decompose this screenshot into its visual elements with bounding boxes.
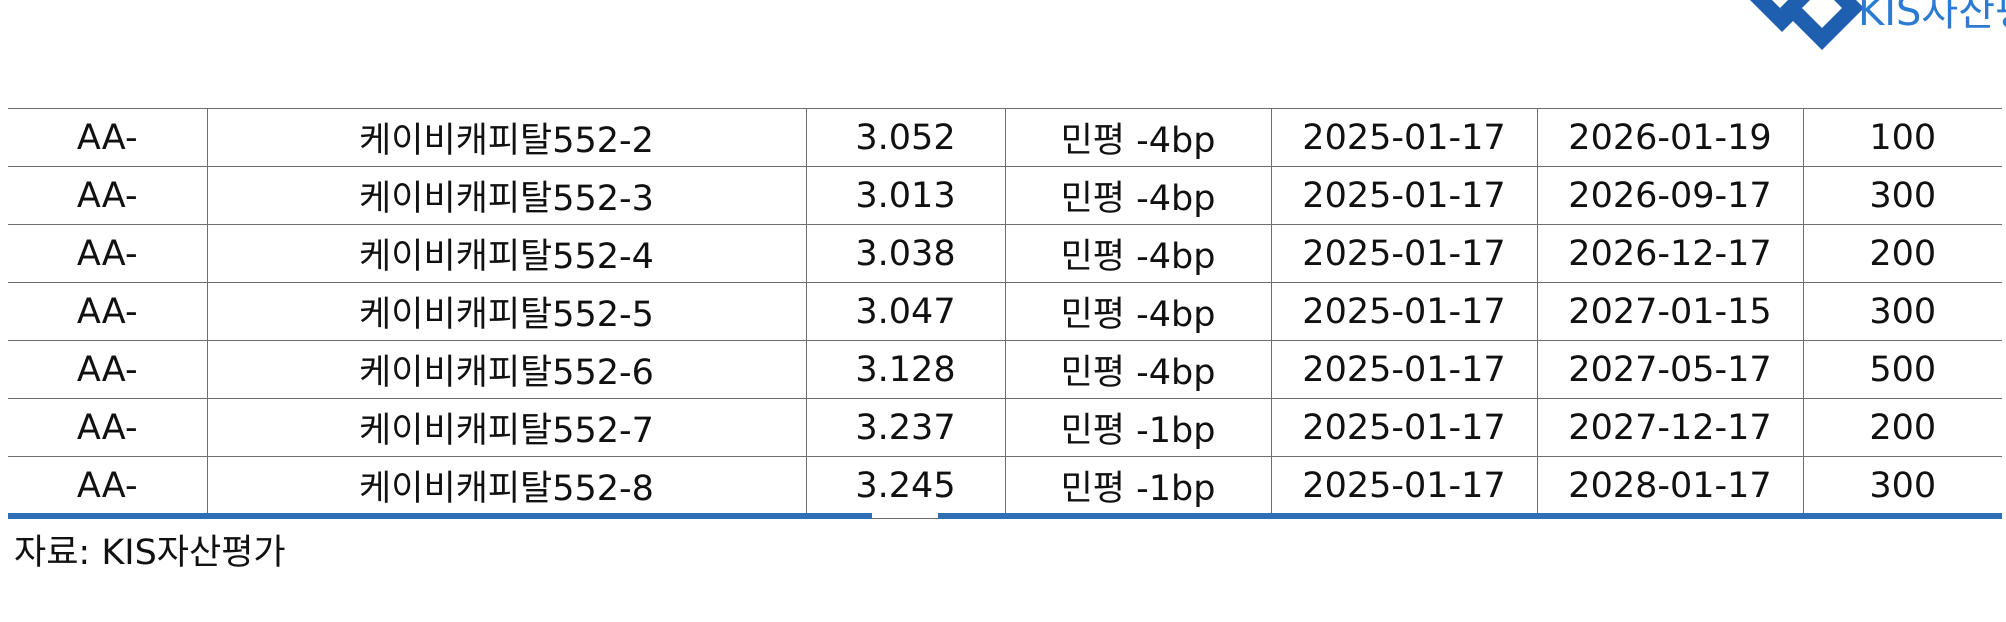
maturity-date-cell: 2027-05-17	[1536, 340, 1803, 399]
diamond-logo-icon	[1750, 0, 1864, 50]
issue-name-cell: 케이비캐피탈552-2	[206, 108, 806, 167]
amount-cell: 300	[1802, 166, 2002, 225]
table-bottom-rule-gap	[872, 518, 938, 519]
table-row: AA- 케이비캐피탈552-3 3.013 민평 -4bp 2025-01-17…	[8, 166, 2002, 225]
rating-cell: AA-	[8, 456, 207, 514]
yield-cell: 3.047	[805, 282, 1005, 341]
amount-cell: 300	[1802, 282, 2002, 341]
spread-cell: 민평 -4bp	[1004, 166, 1271, 225]
yield-cell: 3.237	[805, 398, 1005, 457]
issue-date-cell: 2025-01-17	[1270, 108, 1537, 167]
issue-date-cell: 2025-01-17	[1270, 398, 1537, 457]
issue-name-cell: 케이비캐피탈552-7	[206, 398, 806, 457]
table-row: AA- 케이비캐피탈552-5 3.047 민평 -4bp 2025-01-17…	[8, 282, 2002, 341]
yield-cell: 3.128	[805, 340, 1005, 399]
rating-cell: AA-	[8, 108, 207, 167]
maturity-date-cell: 2026-09-17	[1536, 166, 1803, 225]
logo-text: KIS자산평	[1858, 0, 2006, 35]
rating-cell: AA-	[8, 398, 207, 457]
amount-cell: 100	[1802, 108, 2002, 167]
amount-cell: 200	[1802, 398, 2002, 457]
amount-cell: 500	[1802, 340, 2002, 399]
bond-issuance-table: AA- 케이비캐피탈552-2 3.052 민평 -4bp 2025-01-17…	[8, 108, 2002, 514]
table-row: AA- 케이비캐피탈552-4 3.038 민평 -4bp 2025-01-17…	[8, 224, 2002, 283]
yield-cell: 3.245	[805, 456, 1005, 514]
table-bottom-rule-right	[938, 513, 2002, 519]
spread-cell: 민평 -1bp	[1004, 456, 1271, 514]
issue-date-cell: 2025-01-17	[1270, 282, 1537, 341]
maturity-date-cell: 2027-12-17	[1536, 398, 1803, 457]
amount-cell: 300	[1802, 456, 2002, 514]
rating-cell: AA-	[8, 166, 207, 225]
issue-name-cell: 케이비캐피탈552-5	[206, 282, 806, 341]
maturity-date-cell: 2027-01-15	[1536, 282, 1803, 341]
table-row: AA- 케이비캐피탈552-2 3.052 민평 -4bp 2025-01-17…	[8, 108, 2002, 167]
rating-cell: AA-	[8, 340, 207, 399]
maturity-date-cell: 2026-01-19	[1536, 108, 1803, 167]
issue-name-cell: 케이비캐피탈552-8	[206, 456, 806, 514]
maturity-date-cell: 2028-01-17	[1536, 456, 1803, 514]
rating-cell: AA-	[8, 282, 207, 341]
rating-cell: AA-	[8, 224, 207, 283]
issue-name-cell: 케이비캐피탈552-6	[206, 340, 806, 399]
spread-cell: 민평 -4bp	[1004, 282, 1271, 341]
spread-cell: 민평 -4bp	[1004, 224, 1271, 283]
issue-name-cell: 케이비캐피탈552-4	[206, 224, 806, 283]
yield-cell: 3.052	[805, 108, 1005, 167]
table-row: AA- 케이비캐피탈552-6 3.128 민평 -4bp 2025-01-17…	[8, 340, 2002, 399]
issue-date-cell: 2025-01-17	[1270, 224, 1537, 283]
source-note: 자료: KIS자산평가	[14, 533, 286, 573]
yield-cell: 3.013	[805, 166, 1005, 225]
table-row: AA- 케이비캐피탈552-7 3.237 민평 -1bp 2025-01-17…	[8, 398, 2002, 457]
amount-cell: 200	[1802, 224, 2002, 283]
spread-cell: 민평 -4bp	[1004, 108, 1271, 167]
issue-date-cell: 2025-01-17	[1270, 166, 1537, 225]
spread-cell: 민평 -4bp	[1004, 340, 1271, 399]
yield-cell: 3.038	[805, 224, 1005, 283]
spread-cell: 민평 -1bp	[1004, 398, 1271, 457]
table-row: AA- 케이비캐피탈552-8 3.245 민평 -1bp 2025-01-17…	[8, 456, 2002, 514]
table-bottom-rule-left	[8, 513, 872, 519]
issue-date-cell: 2025-01-17	[1270, 340, 1537, 399]
issue-name-cell: 케이비캐피탈552-3	[206, 166, 806, 225]
issue-date-cell: 2025-01-17	[1270, 456, 1537, 514]
maturity-date-cell: 2026-12-17	[1536, 224, 1803, 283]
